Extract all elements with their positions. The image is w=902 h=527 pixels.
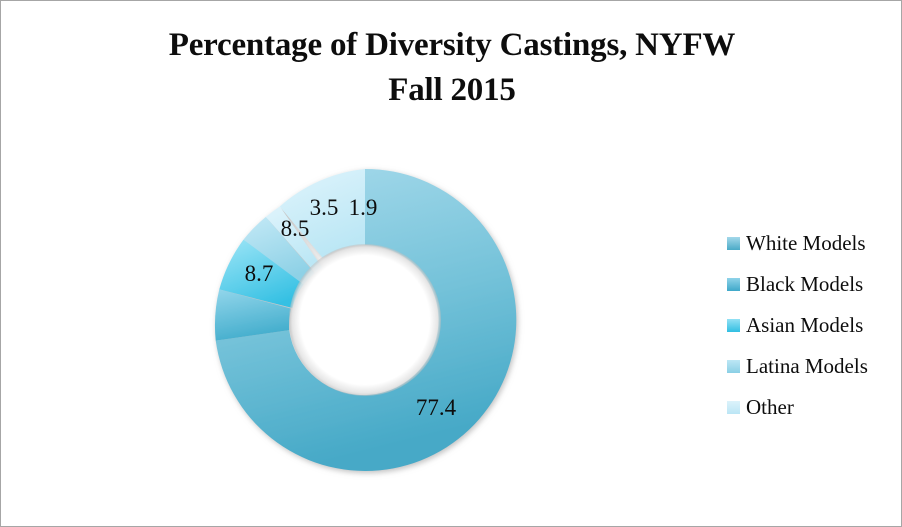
legend-swatch-latina-models [727, 360, 740, 373]
legend-item-latina-models[interactable]: Latina Models [727, 346, 892, 387]
legend-swatch-asian-models [727, 319, 740, 332]
legend-label-asian-models: Asian Models [746, 313, 864, 337]
donut-slice-white-models[interactable] [215, 168, 517, 471]
chart-title-line-1: Percentage of Diversity Castings, NYFW [168, 27, 736, 63]
legend-label-other: Other [746, 395, 794, 419]
donut-slice-asian-models[interactable] [219, 239, 305, 309]
legend-swatch-other [727, 401, 740, 414]
chart-title: Percentage of Diversity Castings, NYFW F… [61, 23, 843, 113]
data-label-other: 1.9 [348, 195, 378, 220]
donut-slice-other-continued [279, 169, 365, 258]
chart-legend: White Models Black Models Asian Models L… [727, 223, 892, 428]
plot-area: 77.4 8.7 8.5 3.5 1.9 [1, 1, 701, 526]
legend-item-black-models[interactable]: Black Models [727, 264, 892, 305]
legend-swatch-black-models [727, 278, 740, 291]
donut-chart-graphic [214, 168, 517, 471]
donut-slices-group [214, 168, 517, 471]
legend-label-white-models: White Models [746, 231, 866, 255]
data-label-latina-models: 3.5 [309, 195, 339, 220]
legend-label-latina-models: Latina Models [746, 354, 868, 378]
donut-hole [289, 244, 441, 396]
donut-slice-latina-models[interactable] [243, 216, 315, 285]
legend-item-asian-models[interactable]: Asian Models [727, 305, 892, 346]
legend-label-black-models: Black Models [746, 272, 864, 296]
data-label-white-models: 77.4 [415, 395, 457, 420]
chart-title-line-2: Fall 2015 [388, 72, 516, 108]
donut-slice-other[interactable] [265, 206, 323, 273]
data-label-black-models: 8.7 [244, 261, 274, 286]
data-label-asian-models: 8.5 [280, 216, 310, 241]
legend-item-white-models[interactable]: White Models [727, 223, 892, 264]
legend-item-other[interactable]: Other [727, 387, 892, 428]
donut-slice-black-models[interactable] [214, 289, 292, 341]
legend-swatch-white-models [727, 237, 740, 250]
